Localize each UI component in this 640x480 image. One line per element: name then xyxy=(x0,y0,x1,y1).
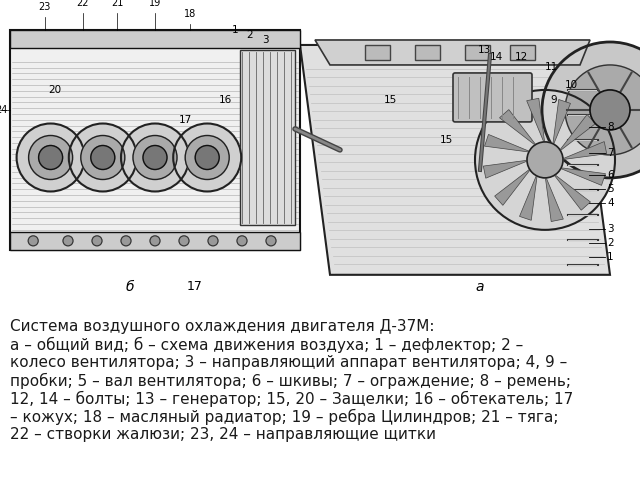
Bar xyxy=(465,45,490,60)
Text: 22 – створки жалюзи; 23, 24 – направляющие щитки: 22 – створки жалюзи; 23, 24 – направляющ… xyxy=(10,427,436,442)
Text: 20: 20 xyxy=(49,85,61,95)
Text: 3: 3 xyxy=(607,224,614,234)
Polygon shape xyxy=(527,98,545,145)
Polygon shape xyxy=(315,40,590,65)
Bar xyxy=(365,45,390,60)
Text: 5: 5 xyxy=(607,184,614,194)
Circle shape xyxy=(237,236,247,246)
Text: 16: 16 xyxy=(218,95,232,105)
Circle shape xyxy=(527,142,563,178)
Polygon shape xyxy=(520,173,538,220)
Text: 2: 2 xyxy=(607,238,614,248)
Text: 12, 14 – болты; 13 – генератор; 15, 20 – Защелки; 16 – обтекатель; 17: 12, 14 – болты; 13 – генератор; 15, 20 –… xyxy=(10,391,573,407)
Circle shape xyxy=(590,90,630,130)
Text: – кожух; 18 – масляный радиатор; 19 – ребра Цилиндров; 21 – тяга;: – кожух; 18 – масляный радиатор; 19 – ре… xyxy=(10,409,559,425)
Circle shape xyxy=(133,135,177,180)
Circle shape xyxy=(81,135,125,180)
Polygon shape xyxy=(545,175,563,222)
Text: 7: 7 xyxy=(607,148,614,158)
Text: 9: 9 xyxy=(550,95,557,105)
Polygon shape xyxy=(558,114,595,153)
Circle shape xyxy=(63,236,73,246)
Polygon shape xyxy=(484,134,532,153)
Text: Система воздушного охлаждения двигателя Д-37М:: Система воздушного охлаждения двигателя … xyxy=(10,319,435,334)
Text: колесо вентилятора; 3 – направляющий аппарат вентилятора; 4, 9 –: колесо вентилятора; 3 – направляющий апп… xyxy=(10,355,567,370)
Circle shape xyxy=(69,123,137,192)
Circle shape xyxy=(150,236,160,246)
Circle shape xyxy=(38,145,63,169)
Text: 13: 13 xyxy=(478,45,492,55)
Circle shape xyxy=(195,145,219,169)
Text: 8.: 8. xyxy=(607,122,617,132)
Text: 21: 21 xyxy=(111,0,124,8)
Circle shape xyxy=(28,236,38,246)
Text: 15: 15 xyxy=(440,135,453,145)
Circle shape xyxy=(17,123,84,192)
Polygon shape xyxy=(552,99,570,147)
Polygon shape xyxy=(495,168,532,205)
Circle shape xyxy=(179,236,189,246)
Polygon shape xyxy=(552,173,591,210)
Bar xyxy=(10,30,300,250)
Text: б: б xyxy=(125,280,134,294)
Text: 17: 17 xyxy=(179,115,191,125)
Circle shape xyxy=(475,90,615,230)
Polygon shape xyxy=(499,109,538,147)
Text: 12: 12 xyxy=(515,52,528,62)
Text: 14: 14 xyxy=(490,52,503,62)
Text: 15: 15 xyxy=(383,95,397,105)
Text: 17: 17 xyxy=(187,280,203,293)
Text: 11: 11 xyxy=(545,62,558,72)
Bar xyxy=(10,30,300,48)
Polygon shape xyxy=(483,160,530,178)
Text: 6: 6 xyxy=(607,170,614,180)
Circle shape xyxy=(91,145,115,169)
Bar xyxy=(240,50,295,225)
Circle shape xyxy=(542,42,640,178)
Bar xyxy=(415,45,440,60)
Text: 1: 1 xyxy=(607,252,614,262)
Circle shape xyxy=(266,236,276,246)
Text: пробки; 5 – вал вентилятора; 6 – шкивы; 7 – ограждение; 8 – ремень;: пробки; 5 – вал вентилятора; 6 – шкивы; … xyxy=(10,373,571,389)
Text: а – общий вид; б – схема движения воздуха; 1 – дефлектор; 2 –: а – общий вид; б – схема движения воздух… xyxy=(10,337,524,353)
Circle shape xyxy=(121,123,189,192)
Bar xyxy=(10,232,300,250)
Circle shape xyxy=(208,236,218,246)
Text: 24: 24 xyxy=(0,105,8,115)
Circle shape xyxy=(565,65,640,155)
Text: а: а xyxy=(476,280,484,294)
Circle shape xyxy=(29,135,72,180)
Polygon shape xyxy=(560,142,607,160)
Text: 2: 2 xyxy=(246,30,253,40)
FancyBboxPatch shape xyxy=(453,73,532,122)
Text: 18: 18 xyxy=(184,9,196,19)
Text: 10: 10 xyxy=(565,80,578,90)
Text: 19: 19 xyxy=(149,0,161,8)
Text: 1: 1 xyxy=(232,25,238,35)
Circle shape xyxy=(121,236,131,246)
Text: 23: 23 xyxy=(38,2,51,12)
Polygon shape xyxy=(300,45,610,275)
Text: 22: 22 xyxy=(76,0,89,8)
Circle shape xyxy=(143,145,167,169)
Circle shape xyxy=(185,135,229,180)
Circle shape xyxy=(92,236,102,246)
Circle shape xyxy=(173,123,241,192)
Text: 3: 3 xyxy=(262,35,268,45)
Bar xyxy=(510,45,535,60)
Text: 4: 4 xyxy=(607,198,614,208)
Polygon shape xyxy=(558,168,605,185)
